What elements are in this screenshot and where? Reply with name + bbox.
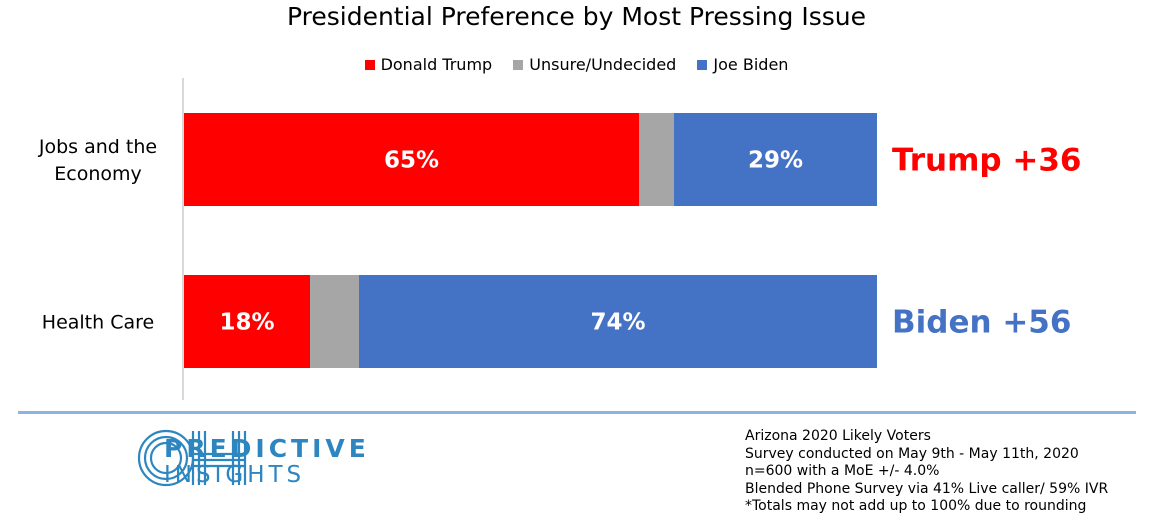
data-label-jobs-economy-biden: 29% <box>748 148 803 174</box>
bars-layer: Jobs and the Economy 65% 29% Trump +36 Health… <box>38 113 1082 368</box>
legend-swatch-trump <box>364 60 375 70</box>
margin-annotation-jobs-economy: Trump +36 <box>892 143 1082 179</box>
legend-item-undecided: Unsure/Undecided <box>513 55 676 74</box>
oh-logo-icon <box>137 429 247 487</box>
note-line: n=600 with a MoE +/- 4.0% <box>745 463 940 479</box>
survey-notes: Arizona 2020 Likely Voters Survey conduc… <box>745 428 1108 516</box>
bar-jobs-economy-trump <box>184 113 639 206</box>
legend-item-biden: Joe Biden <box>697 55 788 74</box>
legend-item-trump: Donald Trump <box>364 55 493 74</box>
legend-swatch-biden <box>697 60 708 70</box>
legend-swatch-undecided <box>513 60 524 70</box>
bar-health-care-undecided <box>310 275 359 368</box>
chart-title: Presidential Preference by Most Pressing… <box>286 2 867 31</box>
legend-label-trump: Donald Trump <box>380 55 493 74</box>
note-line: Blended Phone Survey via 41% Live caller… <box>745 480 1109 497</box>
bar-jobs-economy-biden <box>674 113 877 206</box>
category-label-jobs-economy: Jobs and the Economy <box>38 136 157 185</box>
legend-label-biden: Joe Biden <box>713 55 789 74</box>
note-line: *Totals may not add up to 100% due to ro… <box>745 498 1087 514</box>
logo-text-predictive: PREDICTIVE <box>164 434 370 463</box>
category-label-health-care: Health Care <box>42 312 154 334</box>
chart-legend: Donald Trump Unsure/Undecided Joe Biden <box>0 55 1153 74</box>
bar-health-care-biden <box>359 275 877 368</box>
data-label-health-care-biden: 74% <box>590 310 645 336</box>
data-label-jobs-economy-trump: 65% <box>384 148 439 174</box>
legend-label-undecided: Unsure/Undecided <box>529 55 677 74</box>
note-line: Survey conducted on May 9th - May 11th, … <box>745 445 1079 462</box>
bar-health-care-trump <box>184 275 310 368</box>
bar-chart: Jobs and the Economy 65% 29% Trump +36 Health… <box>38 78 1082 400</box>
logo-text-insights: INSIGHTS <box>164 462 306 488</box>
margin-annotation-health-care: Biden +56 <box>892 305 1071 341</box>
data-label-health-care-trump: 18% <box>219 310 274 336</box>
note-line: Arizona 2020 Likely Voters <box>745 428 931 444</box>
bar-jobs-economy-undecided <box>639 113 674 206</box>
footer-divider <box>18 411 1136 414</box>
